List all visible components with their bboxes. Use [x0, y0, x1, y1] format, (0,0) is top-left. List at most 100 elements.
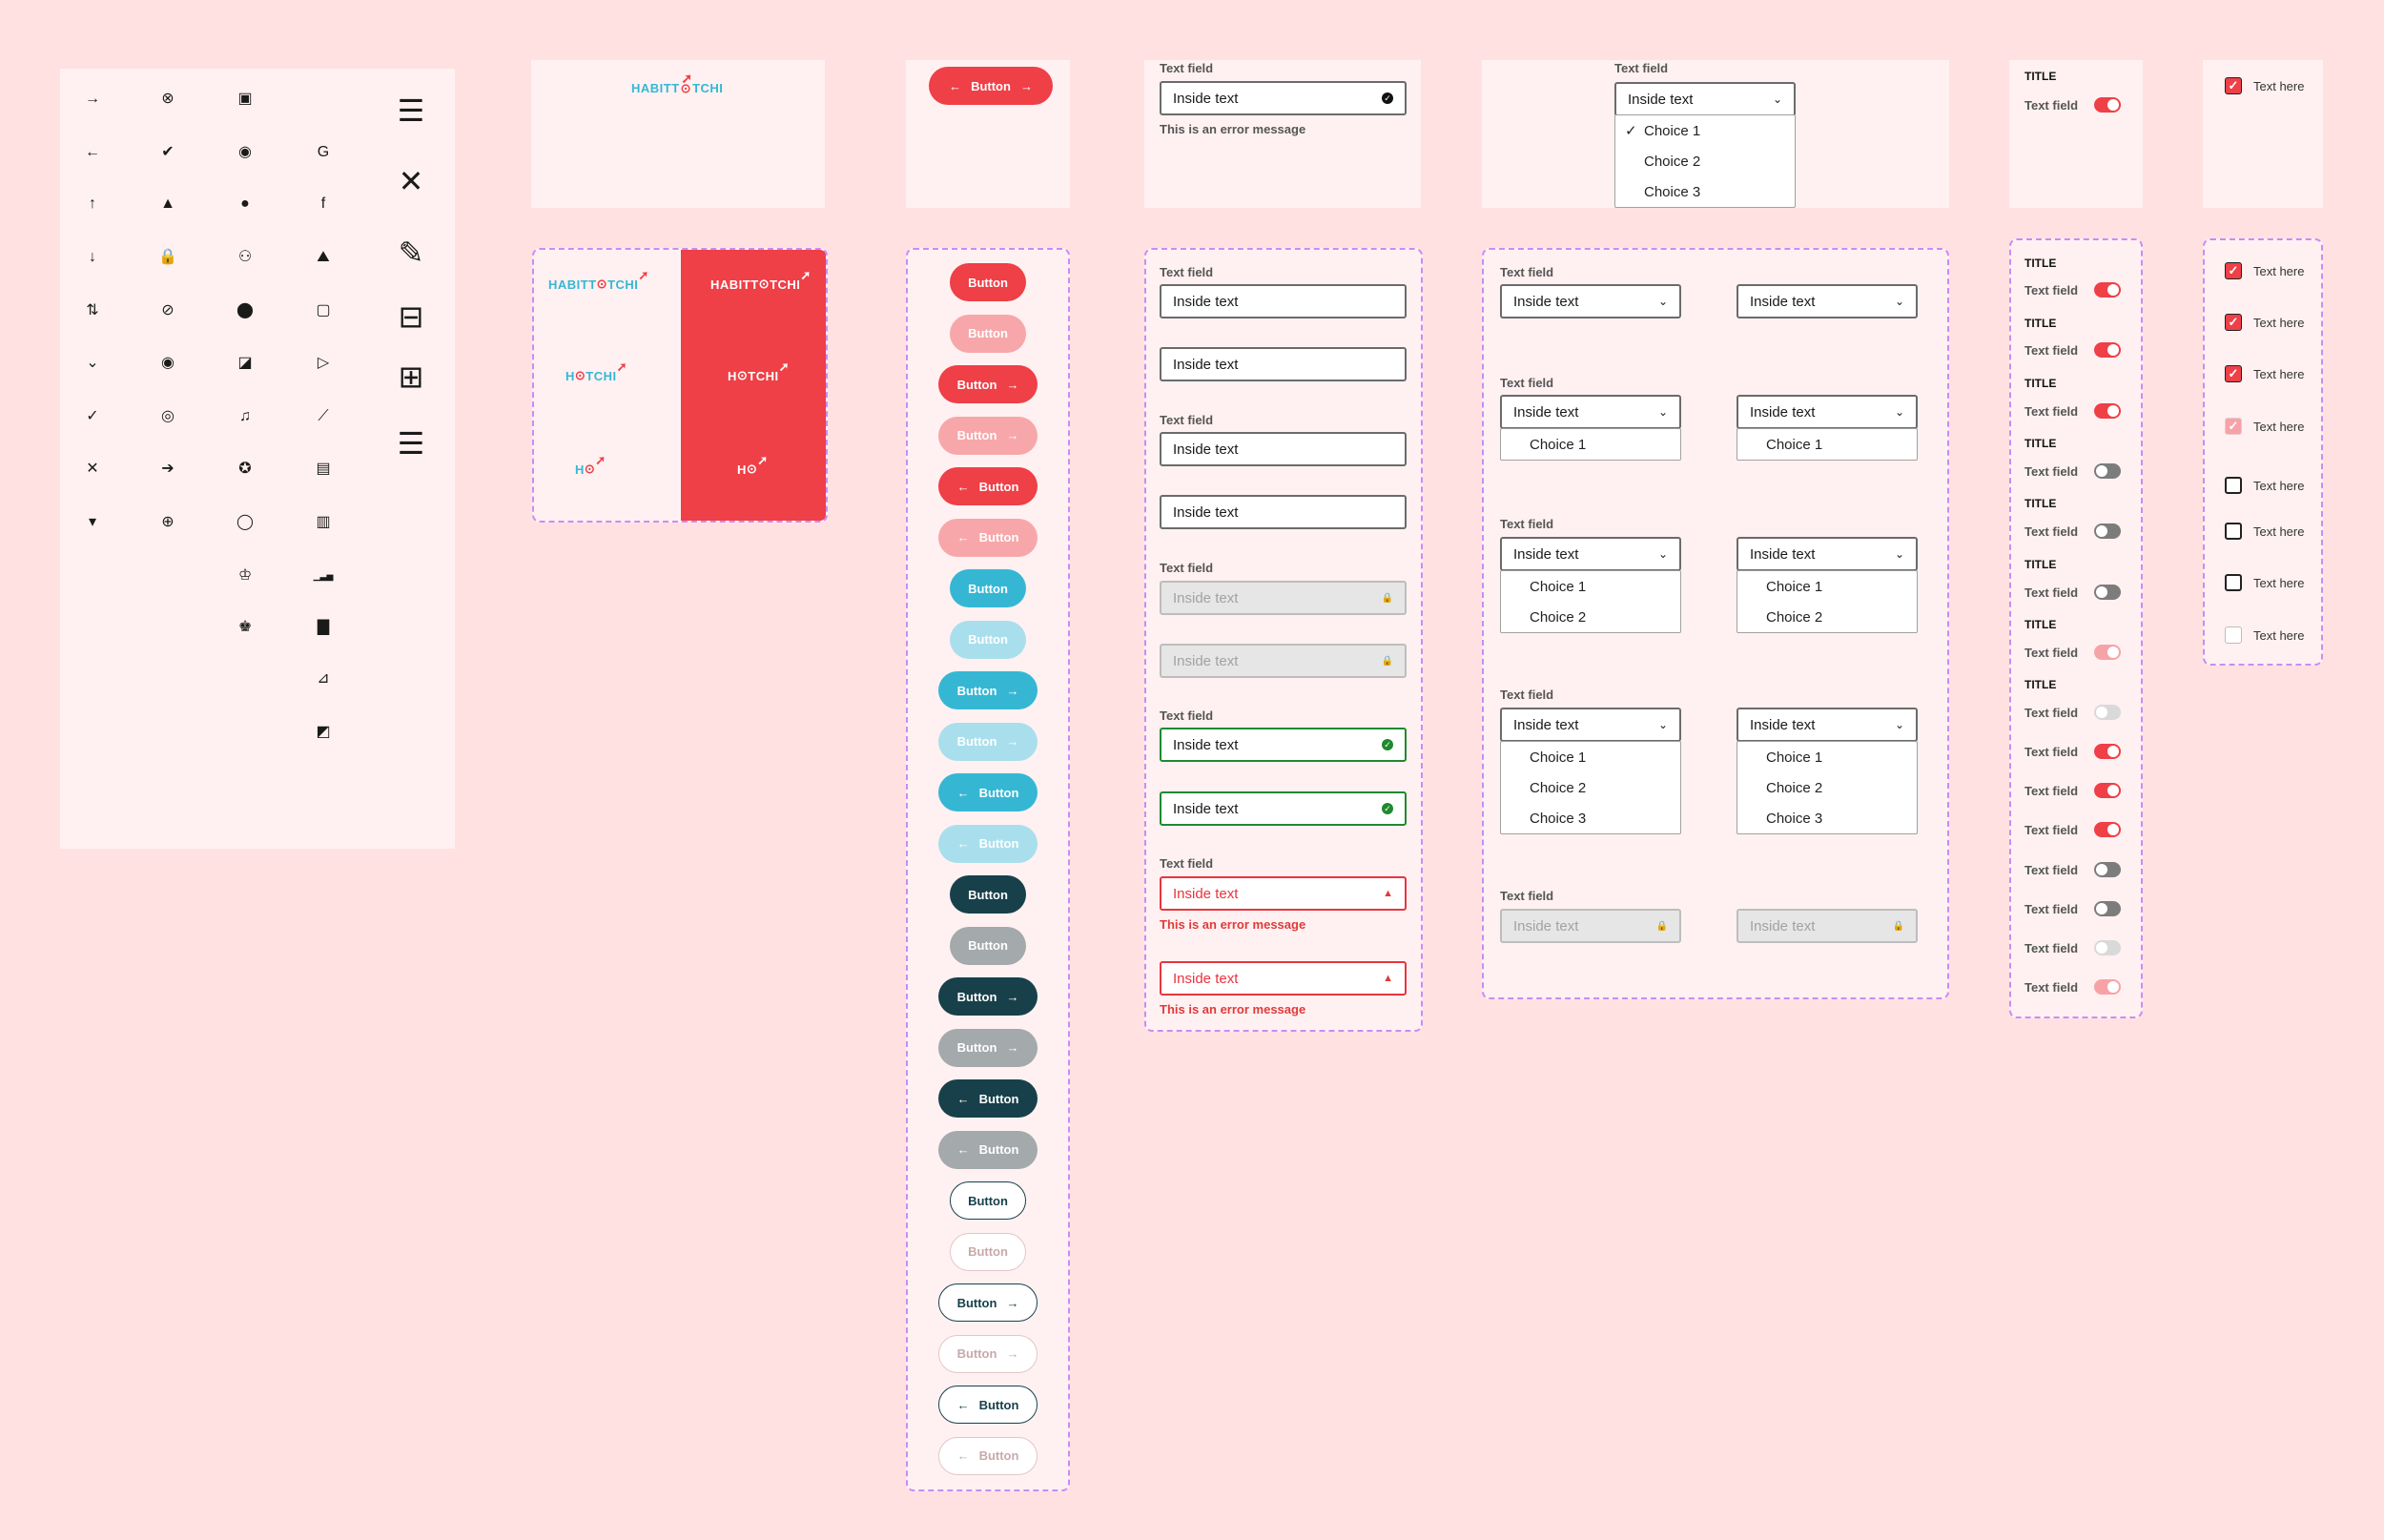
checkbox[interactable] [2225, 574, 2242, 591]
button-variant[interactable]: Button → [938, 365, 1038, 403]
dropdown-option[interactable]: Choice 1 [1737, 571, 1917, 602]
textfield-input[interactable]: Inside text ▲ [1160, 961, 1407, 996]
dropdown-select[interactable]: Inside text ⌄ [1500, 284, 1681, 318]
switch-toggle[interactable] [2094, 744, 2121, 759]
textfield-value: Inside text [1173, 503, 1239, 521]
button-variant[interactable]: Button [950, 314, 1026, 353]
button-variant[interactable]: Button [950, 569, 1026, 607]
switch-toggle[interactable] [2094, 403, 2121, 419]
switch-toggle[interactable] [2094, 901, 2121, 916]
dropdown-preview-menu: ✓ Choice 1 Choice 2 Choice 3 [1614, 114, 1796, 208]
checkbox-checked[interactable]: ✓ [2225, 77, 2242, 94]
option-label: Choice 3 [1644, 183, 1701, 200]
arrow-left-icon: ← [956, 836, 970, 851]
button-variant[interactable]: ← Button [938, 824, 1038, 863]
chevron-down-icon: ⌄ [1894, 547, 1904, 561]
dropdown-preview-select[interactable]: Inside text ⌄ [1614, 82, 1796, 116]
logo-variant: H ⊙ ➚ [575, 453, 606, 477]
contact-card-icon: ▣ [237, 91, 253, 107]
dropdown-option[interactable]: Choice 3 [1501, 803, 1680, 833]
button-variant[interactable]: ← Button [938, 1079, 1038, 1118]
dropdown-option[interactable]: Choice 1 [1737, 742, 1917, 772]
switch-toggle [2094, 705, 2121, 720]
button-variant[interactable]: Button [950, 875, 1026, 914]
dropdown-option[interactable]: Choice 2 [1501, 772, 1680, 803]
textfield-input[interactable]: Inside text [1160, 432, 1407, 466]
switch-toggle[interactable] [2094, 783, 2121, 798]
button-variant[interactable]: Button [950, 1232, 1026, 1271]
dropdown-option[interactable]: Choice 1 [1501, 571, 1680, 602]
textfield-input[interactable]: Inside text ✓ [1160, 791, 1407, 826]
button-variant[interactable]: Button [950, 1181, 1026, 1220]
switch-toggle[interactable] [2094, 97, 2121, 113]
switch-toggle[interactable] [2094, 585, 2121, 600]
button-variant[interactable]: Button → [938, 1283, 1038, 1322]
dropdown-select[interactable]: Inside text ⌄ [1737, 395, 1918, 429]
checkbox[interactable] [2225, 523, 2242, 540]
textfield-input[interactable]: Inside text [1160, 495, 1407, 529]
button-variant[interactable]: Button → [938, 977, 1038, 1016]
button-variant[interactable]: ← Button [938, 773, 1038, 811]
button-variant[interactable]: Button [950, 263, 1026, 301]
button-variant[interactable]: ← Button [938, 518, 1038, 557]
switch-toggle[interactable] [2094, 463, 2121, 479]
button-variant[interactable]: ← Button [938, 1436, 1038, 1475]
dropdown-select[interactable]: Inside text ⌄ [1737, 537, 1918, 571]
button-variant[interactable]: Button → [938, 671, 1038, 709]
checkbox[interactable]: ✓ [2225, 314, 2242, 331]
button-variant[interactable]: Button [950, 620, 1026, 659]
checkbox[interactable] [2225, 477, 2242, 494]
bar-chart-filled-icon: ▇ [317, 619, 330, 635]
switch-toggle[interactable] [2094, 282, 2121, 298]
checkbox[interactable]: ✓ [2225, 365, 2242, 382]
dropdown-option[interactable]: Choice 2 [1737, 602, 1917, 632]
dropdown-option[interactable]: Choice 2 [1615, 146, 1795, 176]
trophy-icon: ♔ [237, 567, 253, 584]
button-variant[interactable]: Button → [938, 416, 1038, 455]
dropdown-option[interactable]: Choice 1 [1737, 429, 1917, 460]
textfield-preview-input[interactable]: Inside text ✓ [1160, 81, 1407, 115]
button-variant[interactable]: ← Button [938, 467, 1038, 505]
checkbox[interactable]: ✓ [2225, 262, 2242, 279]
dropdown-select[interactable]: Inside text ⌄ [1737, 284, 1918, 318]
close-x-icon: ✕ [398, 164, 424, 198]
dropdown-option[interactable]: Choice 3 [1615, 176, 1795, 207]
dropdown-option[interactable]: Choice 3 [1737, 803, 1917, 833]
chevron-down-icon: ⌄ [1894, 295, 1904, 308]
logo-preview-card [531, 60, 825, 208]
primary-button-preview[interactable]: ← Button → [929, 67, 1053, 105]
button-variant[interactable]: ← Button [938, 1386, 1038, 1424]
dropdown-option[interactable]: Choice 1 [1501, 429, 1680, 460]
chevron-down-icon: ⌄ [1657, 295, 1668, 308]
button-label: Button [978, 1397, 1019, 1412]
button-variant[interactable]: Button [950, 926, 1026, 965]
switch-toggle [2094, 645, 2121, 660]
dropdown-option[interactable]: Choice 2 [1501, 602, 1680, 632]
dropdown-option[interactable]: Choice 2 [1737, 772, 1917, 803]
dropdown-select[interactable]: Inside text ⌄ [1500, 537, 1681, 571]
switch-toggle[interactable] [2094, 342, 2121, 358]
textfield-value: Inside text [1173, 441, 1239, 458]
button-variant[interactable]: Button → [938, 1028, 1038, 1067]
dropdown-value: Inside text [1750, 716, 1816, 733]
dropdown-option[interactable]: Choice 1 [1501, 742, 1680, 772]
button-variant[interactable]: Button → [938, 1334, 1038, 1373]
textfield-input[interactable]: Inside text ▲ [1160, 876, 1407, 911]
dropdown-select[interactable]: Inside text ⌄ [1500, 395, 1681, 429]
switch-toggle[interactable] [2094, 862, 2121, 877]
logo-text-part2: TCHI [586, 368, 617, 383]
logo-arrow-icon: ➚ [616, 359, 628, 374]
switch-toggle[interactable] [2094, 524, 2121, 539]
textfield-input[interactable]: Inside text [1160, 347, 1407, 381]
arrow-left-icon: ← [956, 1091, 970, 1106]
dropdown-select[interactable]: Inside text ⌄ [1737, 708, 1918, 742]
logo-text-part2: TCHI [748, 368, 779, 383]
textfield-input[interactable]: Inside text [1160, 284, 1407, 318]
textfield-input[interactable]: Inside text ✓ [1160, 728, 1407, 762]
button-variant[interactable]: ← Button [938, 1130, 1038, 1169]
button-variant[interactable]: Button → [938, 722, 1038, 761]
dropdown-option[interactable]: ✓ Choice 1 [1615, 115, 1795, 146]
switch-toggle[interactable] [2094, 822, 2121, 837]
option-label: Choice 1 [1644, 122, 1701, 139]
dropdown-select[interactable]: Inside text ⌄ [1500, 708, 1681, 742]
